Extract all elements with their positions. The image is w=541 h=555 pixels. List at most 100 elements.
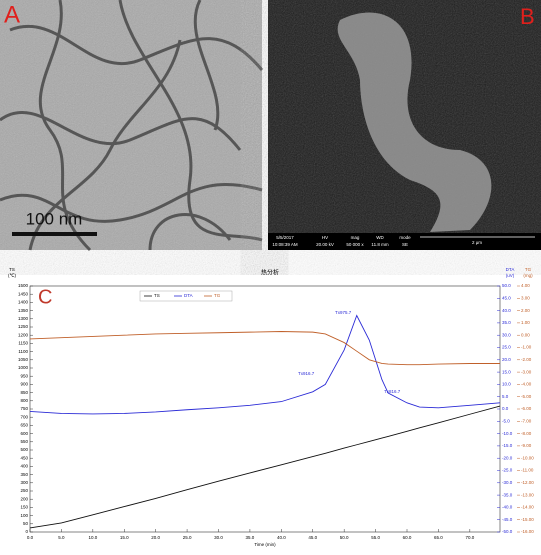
image-texture bbox=[0, 0, 262, 250]
scale-bar-label: 100 nm bbox=[26, 209, 83, 228]
y3-tick-label: -11.00 bbox=[521, 468, 534, 473]
info-text: WD bbox=[376, 235, 384, 240]
y-tick-label: 1100 bbox=[18, 349, 28, 354]
y3-tick-label: -7.00 bbox=[521, 418, 532, 423]
y-tick-label: 1200 bbox=[18, 332, 29, 337]
y2-axis-label: DTA bbox=[506, 267, 515, 272]
series-line bbox=[29, 314, 501, 415]
y3-tick-label: -9.00 bbox=[521, 443, 532, 448]
y-tick-label: 950 bbox=[20, 373, 28, 378]
x-tick-label: 20.0 bbox=[151, 535, 160, 540]
x-tick-label: 65.0 bbox=[434, 535, 443, 540]
series-line bbox=[29, 331, 500, 366]
y-axis-label: (℃) bbox=[8, 273, 17, 278]
panel-b: 5/5/2017 10:08:39 AM HV 20.00 kV mag 50 000 x… bbox=[268, 0, 541, 250]
y3-tick-label: -14.00 bbox=[521, 505, 534, 510]
x-tick-label: 60.0 bbox=[403, 535, 412, 540]
x-tick-label: 55.0 bbox=[371, 535, 380, 540]
x-tick-label: 15.0 bbox=[120, 535, 129, 540]
y3-tick-label: -4.00 bbox=[521, 382, 532, 387]
x-tick-label: 70.0 bbox=[465, 535, 474, 540]
y-tick-label: 900 bbox=[20, 382, 28, 387]
info-text: HV bbox=[322, 235, 328, 240]
y2-tick-label: -50.0 bbox=[502, 529, 513, 534]
y3-tick-label: -16.00 bbox=[521, 529, 534, 534]
y-tick-label: 550 bbox=[20, 439, 28, 444]
y3-axis-label: (mg) bbox=[523, 273, 533, 278]
y3-tick-label: -3.00 bbox=[521, 369, 532, 374]
y-tick-label: 350 bbox=[20, 472, 28, 477]
panel-label: C bbox=[38, 286, 52, 308]
legend-label: TG bbox=[214, 293, 221, 298]
plot-frame bbox=[29, 285, 501, 533]
annotation: Tx816.7 bbox=[384, 389, 401, 394]
info-text: 11.8 mm bbox=[371, 242, 388, 247]
y2-tick-label: -40.0 bbox=[502, 505, 513, 510]
y2-tick-label: -15.0 bbox=[502, 443, 513, 448]
y-axis-label: TS bbox=[9, 267, 15, 272]
y3-tick-label: -10.00 bbox=[521, 455, 534, 460]
y3-tick-label: -6.00 bbox=[521, 406, 532, 411]
y3-tick-label: -8.00 bbox=[521, 431, 532, 436]
y-tick-label: 850 bbox=[20, 390, 28, 395]
y-tick-label: 700 bbox=[20, 414, 28, 419]
y-tick-label: 50 bbox=[23, 521, 29, 526]
y-tick-label: 100 bbox=[20, 513, 28, 518]
y2-tick-label: 10.0 bbox=[502, 382, 511, 387]
panel-label: A bbox=[4, 1, 20, 28]
y3-tick-label: -5.00 bbox=[521, 394, 532, 399]
y-tick-label: 1350 bbox=[18, 308, 29, 313]
x-tick-label: 30.0 bbox=[214, 535, 223, 540]
info-text: SE bbox=[402, 242, 408, 247]
y-tick-label: 400 bbox=[20, 464, 28, 469]
y-tick-label: 0 bbox=[25, 529, 28, 534]
annotation: Tx975.7 bbox=[335, 310, 352, 315]
y-tick-label: 1400 bbox=[18, 300, 29, 305]
x-tick-label: 5.0 bbox=[58, 535, 65, 540]
y-tick-label: 600 bbox=[20, 431, 28, 436]
y2-tick-label: 20.0 bbox=[502, 357, 511, 362]
nanotubes bbox=[0, 0, 264, 252]
info-text: mode bbox=[399, 235, 411, 240]
panel-c: 热分析 C 0 50 100 150 200 250 300 350 400 450 500 550 6… bbox=[8, 267, 534, 547]
y2-tick-label: 45.0 bbox=[502, 295, 511, 300]
y-tick-label: 450 bbox=[20, 455, 28, 460]
y3-axis-label: TG bbox=[525, 267, 532, 272]
y2-tick-label: -5.0 bbox=[502, 418, 510, 423]
y3-tick-label: 0.00 bbox=[521, 332, 530, 337]
y3-tick-label: 2.00 bbox=[521, 308, 530, 313]
info-text: mag bbox=[351, 235, 360, 240]
y3-tick-label: -1.00 bbox=[521, 345, 532, 350]
y2-axis-label: (uV) bbox=[506, 273, 515, 278]
x-axis-label: Time (min) bbox=[254, 542, 276, 547]
y2-tick-label: 30.0 bbox=[502, 332, 511, 337]
y-tick-label: 750 bbox=[20, 406, 28, 411]
y2-tick-label: 5.0 bbox=[502, 394, 509, 399]
y2-tick-label: -30.0 bbox=[502, 480, 513, 485]
y-tick-label: 500 bbox=[20, 447, 28, 452]
y-tick-label: 1000 bbox=[18, 365, 29, 370]
y2-tick-label: 35.0 bbox=[502, 320, 511, 325]
y2-tick-label: -25.0 bbox=[502, 468, 513, 473]
y3-tick-label: 4.00 bbox=[521, 283, 530, 288]
x-tick-label: 50.0 bbox=[340, 535, 349, 540]
info-text: 20.00 kV bbox=[316, 242, 334, 247]
y2-tick-label: 40.0 bbox=[502, 308, 511, 313]
annotation: Tx916.7 bbox=[298, 371, 315, 376]
y-tick-label: 200 bbox=[20, 496, 28, 501]
panel-label: B bbox=[520, 4, 535, 29]
y-tick-label: 1150 bbox=[18, 341, 28, 346]
y2-tick-label: 25.0 bbox=[502, 345, 511, 350]
x-tick-label: 10.0 bbox=[88, 535, 97, 540]
y2-tick-label: 0.0 bbox=[502, 406, 509, 411]
y3-tick-label: 1.00 bbox=[521, 320, 530, 325]
chart-title: 热分析 bbox=[261, 269, 279, 277]
y2-tick-label: -35.0 bbox=[502, 492, 513, 497]
y3-tick-label: -2.00 bbox=[521, 357, 532, 362]
y-tick-label: 250 bbox=[20, 488, 28, 493]
series-line bbox=[29, 405, 501, 529]
legend-label: TS bbox=[154, 293, 160, 298]
y2-tick-label: -10.0 bbox=[502, 431, 513, 436]
x-tick-label: 35.0 bbox=[246, 535, 255, 540]
